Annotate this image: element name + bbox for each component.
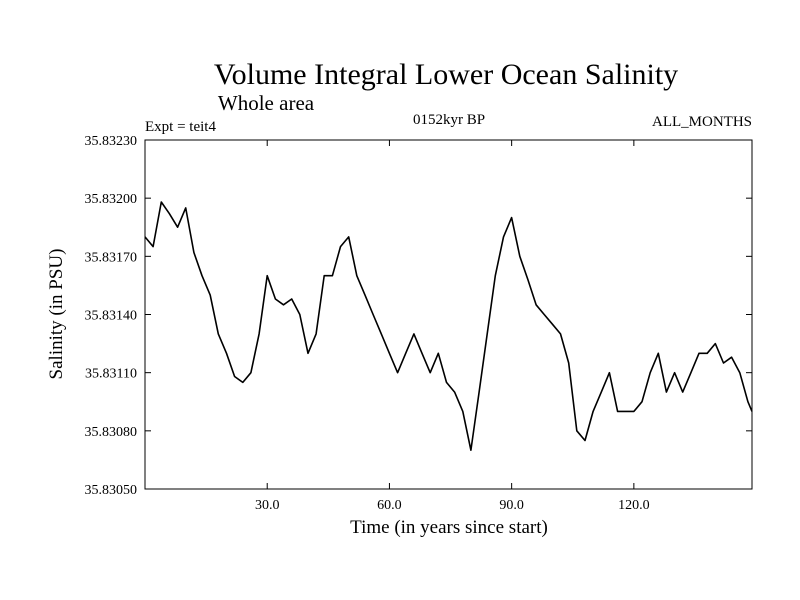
x-tick-label: 60.0 — [377, 498, 402, 513]
experiment-label: Expt = teit4 — [145, 119, 216, 135]
months-label: ALL_MONTHS — [652, 114, 752, 130]
series-layer — [144, 201, 753, 451]
y-tick-label: 35.83140 — [85, 309, 138, 324]
chart-subtitle: Whole area — [218, 91, 315, 115]
chart-title: Volume Integral Lower Ocean Salinity — [214, 58, 678, 91]
plot-frame — [144, 139, 753, 490]
x-axis: 30.0 60.0 90.0 120.0 — [255, 140, 650, 513]
x-tick-label: 120.0 — [618, 498, 650, 513]
series-line-salinity — [144, 201, 753, 451]
y-axis-label: Salinity (in PSU) — [46, 249, 67, 380]
y-tick-label: 35.83050 — [85, 483, 138, 498]
y-tick-label: 35.83200 — [85, 192, 138, 207]
y-axis: 35.83050 35.83080 35.83110 35.83140 35.83170… — [85, 134, 752, 498]
y-tick-label: 35.83170 — [85, 250, 138, 265]
y-tick-label: 35.83080 — [85, 425, 138, 440]
x-tick-label: 30.0 — [255, 498, 280, 513]
period-label: 0152kyr BP — [413, 112, 485, 128]
x-tick-label: 90.0 — [499, 498, 524, 513]
y-tick-label: 35.83230 — [85, 134, 138, 149]
y-tick-label: 35.83110 — [85, 367, 137, 382]
x-axis-label: Time (in years since start) — [350, 517, 548, 538]
